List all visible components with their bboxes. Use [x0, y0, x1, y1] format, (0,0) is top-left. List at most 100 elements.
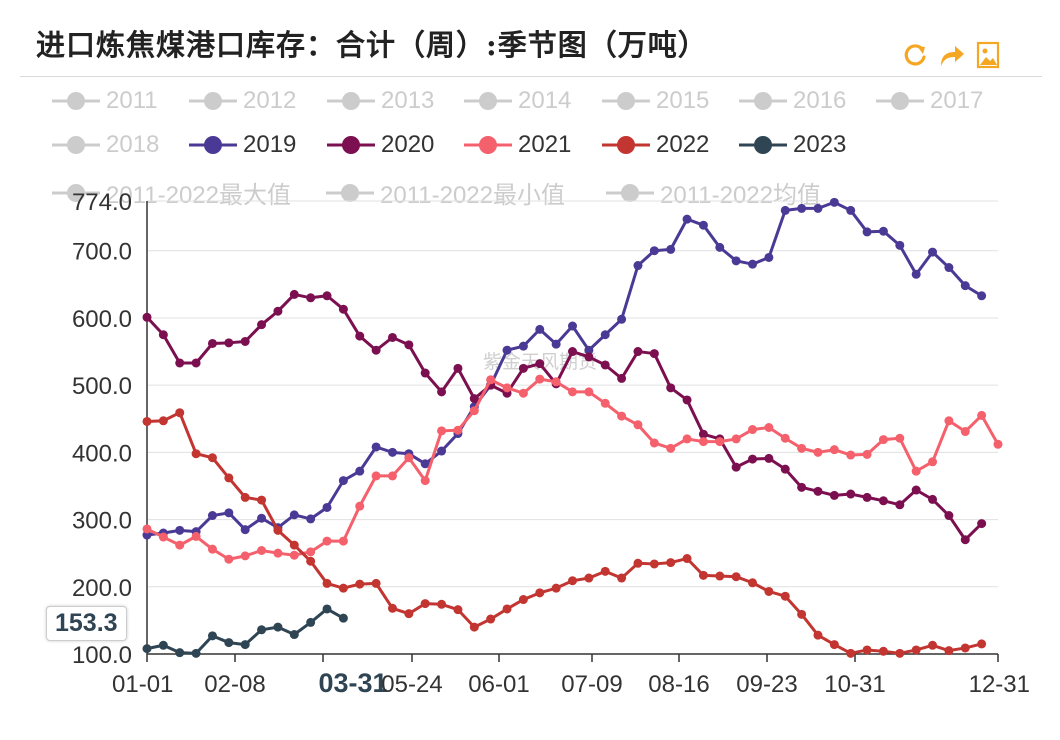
- series-2021-point: [568, 387, 577, 397]
- series-2022-point: [977, 639, 987, 649]
- series-2021-point: [748, 425, 758, 435]
- x-tick-label: 02-08: [204, 671, 265, 698]
- series-2021-point: [584, 387, 594, 397]
- series-2021-point: [666, 443, 676, 453]
- series-2020-point: [878, 496, 888, 506]
- series-2021-point: [158, 532, 168, 542]
- series-2022-point: [633, 558, 643, 568]
- y-tick-label: 700.0: [72, 239, 132, 266]
- series-2019-point: [829, 197, 839, 207]
- series-2021-point: [764, 423, 774, 432]
- series-2019-point: [240, 525, 250, 535]
- series-2021-point: [895, 433, 905, 443]
- series-2022-point: [944, 646, 954, 656]
- series-2020-point: [420, 368, 430, 378]
- legend-item-2023[interactable]: 2023: [737, 131, 846, 159]
- series-2022-point: [322, 578, 332, 588]
- y-tick-label: 500.0: [72, 373, 132, 400]
- series-2021-point: [224, 554, 234, 564]
- series-2021-point: [600, 398, 610, 408]
- series-2019-point: [568, 321, 577, 331]
- refresh-icon[interactable]: [902, 40, 930, 70]
- series-2020-point: [175, 358, 185, 368]
- legend-item-2020[interactable]: 2020: [325, 131, 434, 159]
- x-tick-label: 07-09: [561, 671, 622, 698]
- legend-item-2015[interactable]: 2015: [600, 87, 709, 115]
- series-2019-point: [862, 227, 872, 237]
- legend: 2011 2012 2013 2014 2015 2016 2017 2018 2019 2020…: [0, 0, 1060, 220]
- series-2019-point: [715, 242, 725, 252]
- series-2019-point: [960, 281, 970, 291]
- series-2021-point: [977, 410, 987, 420]
- legend-item-2019[interactable]: 2019: [187, 131, 296, 159]
- series-2022-point: [387, 603, 397, 613]
- series-2022-point: [338, 583, 348, 593]
- legend-symbol-icon: [739, 136, 787, 154]
- series-2022-point: [846, 648, 856, 658]
- series-2020-point: [518, 363, 528, 373]
- series-2019-point: [306, 514, 316, 524]
- series-2021-point: [862, 449, 872, 459]
- x-tick-label: 06-01: [468, 671, 529, 698]
- series-2022-point: [404, 609, 414, 619]
- series-2019-point: [387, 447, 397, 457]
- series-2022-point: [780, 591, 790, 601]
- legend-symbol-icon: [606, 183, 654, 202]
- series-2020-point: [895, 500, 905, 510]
- legend-label: 2018: [106, 131, 160, 158]
- legend-item-2011[interactable]: 2011: [50, 87, 158, 115]
- series-2021-point: [355, 501, 365, 511]
- series-2020-point: [568, 347, 577, 357]
- series-2020-point: [387, 332, 397, 342]
- series-2021-point: [306, 547, 316, 557]
- legend-symbol-icon: [52, 92, 100, 110]
- legend-symbol-icon: [327, 136, 375, 154]
- series-2022-point: [666, 558, 676, 568]
- series-2021-point: [502, 383, 512, 393]
- legend-item-2011-2022最小值[interactable]: 2011-2022最小值: [324, 175, 565, 210]
- series-2022-point: [224, 473, 234, 483]
- legend-symbol-icon: [602, 92, 650, 110]
- series-2019-point: [780, 205, 790, 215]
- series-2021-point: [617, 411, 627, 421]
- chart-title: 进口炼焦煤港口库存：合计（周）:季节图（万吨）: [36, 28, 708, 62]
- series-2020-point: [453, 363, 463, 373]
- save-image-icon[interactable]: [974, 40, 1002, 70]
- legend-item-2012[interactable]: 2012: [187, 87, 296, 115]
- x-tick-label: 12-31: [969, 671, 1030, 698]
- series-2019-point: [371, 442, 381, 452]
- y-tick-label: 600.0: [72, 306, 132, 333]
- legend-item-2021[interactable]: 2021: [462, 131, 571, 159]
- series-2019-point: [748, 259, 758, 269]
- legend-label: 2014: [518, 87, 572, 114]
- legend-item-2011-2022最大值[interactable]: 2011-2022最大值: [50, 175, 291, 210]
- legend-item-2014[interactable]: 2014: [462, 87, 571, 115]
- legend-item-2011-2022均值[interactable]: 2011-2022均值: [604, 175, 821, 210]
- series-2020-point: [437, 387, 447, 397]
- series-2020-point: [355, 331, 365, 341]
- legend-item-2022[interactable]: 2022: [600, 131, 709, 159]
- series-2021-point: [813, 447, 823, 457]
- forward-icon[interactable]: [938, 40, 966, 70]
- legend-item-2018[interactable]: 2018: [50, 131, 159, 159]
- series-2021-point: [633, 420, 643, 430]
- series-2020-point: [207, 338, 217, 348]
- series-2022-point: [273, 525, 283, 535]
- series-2020-point: [306, 293, 316, 303]
- legend-item-2017[interactable]: 2017: [874, 87, 983, 115]
- series-2019-point: [895, 240, 905, 250]
- legend-item-2016[interactable]: 2016: [737, 87, 846, 115]
- series-2020-point: [911, 485, 921, 495]
- series-2019-point: [682, 214, 692, 224]
- series-2021-point: [420, 476, 430, 486]
- series-2021-point: [780, 433, 790, 443]
- series-2022-point: [355, 579, 365, 589]
- series-2022-point: [289, 540, 299, 550]
- legend-item-2013[interactable]: 2013: [325, 87, 434, 115]
- series-2021-point: [993, 439, 1003, 449]
- series-2022-point: [813, 630, 823, 640]
- series-2022-point: [682, 554, 692, 564]
- series-2022-point: [797, 609, 807, 619]
- series-2020-point: [846, 489, 856, 499]
- series-2023-point: [289, 630, 299, 640]
